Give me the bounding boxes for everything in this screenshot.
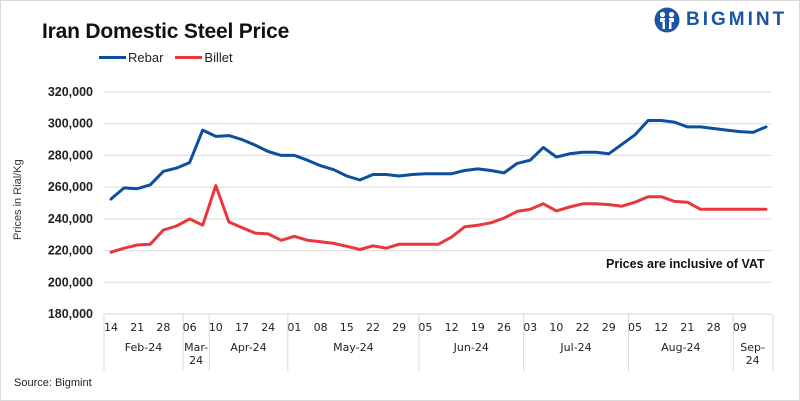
month-label: Feb-24 [125,341,162,354]
month-label: Mar- [184,341,208,354]
y-tick-label: 260,000 [48,180,93,194]
month-label: May-24 [333,341,374,354]
legend-item-billet: Billet [175,50,233,65]
vat-note: Prices are inclusive of VAT [606,257,765,271]
x-tick-label: 10 [549,321,563,334]
source-text: Source: Bigmint [14,377,92,389]
brand-name: BIGMINT [686,9,788,30]
x-tick-label: 29 [392,321,406,334]
series-line-billet [109,184,768,254]
x-tick-label: 10 [209,321,223,334]
bigmint-logo-icon [654,7,680,33]
x-tick-label: 03 [523,321,537,334]
x-tick-label: 12 [445,321,459,334]
legend-swatch-billet [175,56,203,59]
y-tick-label: 220,000 [48,244,93,258]
legend-item-rebar: Rebar [99,50,163,65]
x-tick-label: 28 [156,321,170,334]
x-tick-label: 22 [576,321,590,334]
x-tick-label: 08 [314,321,328,334]
legend-label-billet: Billet [204,50,233,65]
month-label: Jun-24 [453,341,489,354]
x-tick-label: 15 [340,321,354,334]
brand-logo: BIGMINT [654,7,787,33]
x-tick-label: 17 [235,321,249,334]
y-tick-label: 240,000 [48,212,93,226]
month-label: 24 [746,354,760,367]
month-label: Sep- [740,341,765,354]
x-tick-label: 26 [497,321,511,334]
x-tick-label: 21 [130,321,144,334]
x-tick-label: 12 [654,321,668,334]
x-tick-label: 09 [733,321,747,334]
x-tick-label: 05 [628,321,642,334]
y-tick-label: 280,000 [48,148,93,162]
x-tick-label: 29 [602,321,616,334]
legend-swatch-rebar [99,56,126,59]
y-tick-label: 200,000 [48,275,93,289]
series-line-rebar [109,119,768,201]
x-tick-label: 05 [418,321,432,334]
chart-title: Iran Domestic Steel Price [42,20,290,43]
x-tick-label: 24 [261,321,275,334]
x-tick-label: 06 [183,321,197,334]
y-tick-label: 300,000 [48,117,93,131]
x-tick-label: 01 [287,321,301,334]
month-label: Apr-24 [230,341,266,354]
x-tick-label: 21 [680,321,694,334]
legend-label-rebar: Rebar [128,50,164,65]
month-label: Jul-24 [559,341,591,354]
legend: Rebar Billet [99,50,245,65]
x-tick-label: 22 [366,321,380,334]
x-tick-label: 14 [104,321,118,334]
y-tick-label: 320,000 [48,85,93,99]
month-label: Aug-24 [661,341,700,354]
x-tick-label: 19 [471,321,485,334]
x-tick-label: 28 [707,321,721,334]
y-tick-label: 180,000 [48,307,93,321]
month-label: 24 [189,354,203,367]
